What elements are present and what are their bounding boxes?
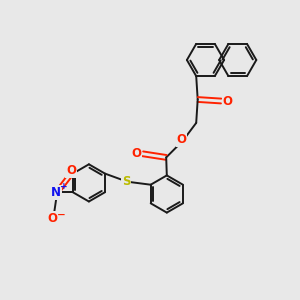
- Text: O: O: [223, 94, 233, 107]
- Text: N: N: [51, 186, 61, 199]
- Text: O: O: [131, 147, 141, 160]
- Text: −: −: [56, 210, 65, 220]
- Text: O: O: [48, 212, 58, 225]
- Text: +: +: [60, 182, 68, 191]
- Text: O: O: [176, 133, 187, 146]
- Text: S: S: [122, 175, 130, 188]
- Text: O: O: [66, 164, 76, 177]
